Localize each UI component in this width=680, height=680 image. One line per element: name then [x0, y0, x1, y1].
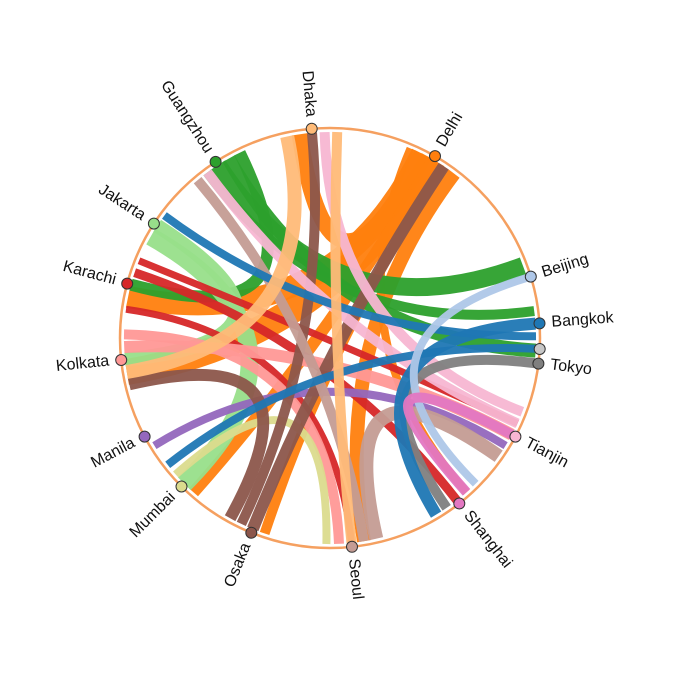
node-beijing[interactable] — [524, 270, 537, 283]
label-tokyo: Tokyo — [549, 356, 593, 378]
chord-bangkok-shanghai — [394, 317, 536, 518]
chord-kolkata-seoul — [123, 329, 344, 545]
node-mumbai[interactable] — [175, 480, 188, 493]
label-manila: Manila — [88, 434, 138, 471]
label-osaka: Osaka — [221, 540, 254, 589]
nodes-layer — [115, 122, 546, 553]
label-jakarta: Jakarta — [95, 181, 148, 224]
node-shanghai[interactable] — [453, 497, 466, 510]
label-seoul: Seoul — [345, 558, 366, 600]
node-unlabeled[interactable] — [533, 343, 546, 355]
chord-guangzhou-beijing — [210, 160, 527, 297]
label-dhaka: Dhaka — [298, 70, 319, 118]
label-kolkata: Kolkata — [55, 352, 110, 375]
chord-seoul-tianjin — [359, 405, 503, 541]
rim-layer — [118, 126, 542, 550]
chord-seoul-guangzhou — [193, 176, 369, 543]
node-karachi[interactable] — [121, 277, 134, 290]
chord-beijing-shanghai — [409, 273, 529, 487]
chord-shanghai-tianjin — [403, 392, 515, 496]
label-shanghai: Shanghai — [460, 507, 515, 571]
label-bangkok: Bangkok — [551, 309, 615, 330]
node-osaka[interactable] — [245, 526, 258, 539]
node-jakarta[interactable] — [147, 217, 160, 230]
node-kolkata[interactable] — [115, 354, 128, 366]
node-tokyo[interactable] — [532, 357, 545, 370]
chord-tianjin-dhaka — [319, 131, 525, 417]
label-tianjin: Tianjin — [522, 434, 571, 471]
label-mumbai: Mumbai — [127, 489, 179, 541]
label-delhi: Delhi — [433, 110, 466, 150]
chord-delhi-mumbai — [189, 156, 439, 497]
chords-layer — [123, 131, 537, 545]
chord-manila-tianjin — [152, 387, 508, 450]
chord-osaka-kolkata — [127, 368, 270, 522]
node-tianjin[interactable] — [509, 430, 522, 443]
node-manila[interactable] — [138, 430, 151, 443]
label-karachi: Karachi — [61, 258, 118, 288]
node-delhi[interactable] — [429, 150, 441, 163]
rim-circle — [118, 126, 542, 550]
chord-tianjin-guangzhou — [203, 169, 520, 428]
node-bangkok[interactable] — [533, 317, 546, 330]
node-guangzhou[interactable] — [209, 155, 222, 168]
chord-dhaka-kolkata — [125, 135, 302, 379]
label-beijing: Beijing — [540, 251, 591, 281]
label-guangzhou: Guangzhou — [157, 78, 216, 157]
chord-dhaka-seoul — [330, 131, 357, 544]
node-seoul[interactable] — [346, 540, 358, 553]
chord-mumbai-seoul — [173, 416, 331, 545]
chord-guangzhou-karachi — [129, 150, 274, 303]
node-dhaka[interactable] — [305, 122, 318, 135]
